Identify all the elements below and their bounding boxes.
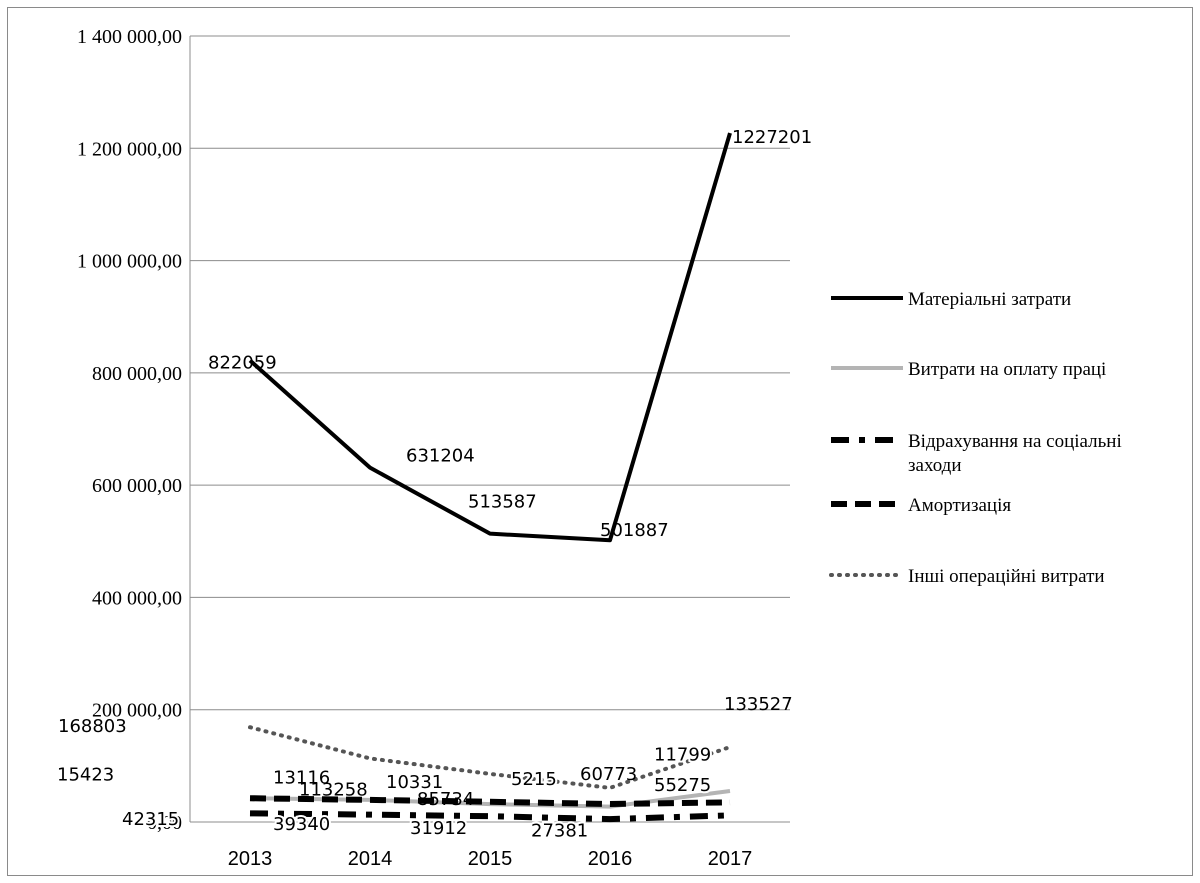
data-label: 60773 [580,764,637,785]
x-tick-label: 2016 [588,848,633,870]
data-label: 85734 [417,789,474,810]
series-line-0 [248,132,732,543]
x-tick-label: 2014 [348,848,393,870]
y-tick-label: 0,00 [147,812,182,834]
series-line-4 [248,725,732,790]
data-label: 15423 [57,764,114,785]
data-labels: 822059 631204 513587 501887 1227201 42315 3934… [55,127,812,844]
x-tick-label: 2017 [708,848,753,870]
data-label: 10331 [386,772,443,793]
chart-frame [7,7,1193,876]
y-tick-label: 1 000 000,00 [77,251,182,273]
x-tick-label: 2015 [468,848,513,870]
data-label: 133527 [724,694,793,715]
y-tick-label: 1 400 000,00 [77,26,182,48]
data-label: 113258 [299,779,368,800]
data-label: 5215 [511,769,557,790]
data-label: 631204 [406,446,475,467]
y-tick-label: 400 000,00 [92,587,182,609]
x-tick-label: 2013 [228,848,273,870]
data-label: 1227201 [732,127,812,148]
data-label: 513587 [468,492,537,513]
series-lines [248,132,732,823]
data-label: 39340 [273,814,330,835]
axes: 0,00 200 000,00 400 000,00 600 000,00 800 00… [77,26,790,870]
series-line-2 [249,810,731,823]
y-tick-label: 1 200 000,00 [77,138,182,160]
y-tick-label: 800 000,00 [92,363,182,385]
data-label: 501887 [600,520,669,541]
data-label: 31912 [410,818,467,839]
legend-label: Амортизація [908,495,1011,516]
y-tick-label: 600 000,00 [92,475,182,497]
y-tick-label: 200 000,00 [92,700,182,722]
legend-label: Витрати на оплату праці [908,359,1106,380]
legend-label: Відрахування на соціальні заходи [908,431,1122,476]
data-label: 168803 [58,716,127,737]
data-label: 13116 [273,768,330,789]
series-line-3 [249,795,731,808]
data-label: 55275 [654,775,711,796]
data-label: 27381 [531,821,588,842]
data-label: 11799 [654,744,711,765]
legend-label: Інші операційні витрати [908,566,1105,587]
data-label: 42315 [122,809,179,830]
legend: Матеріальні затрати Витрати на оплату пра… [829,289,1122,587]
gridlines [190,35,790,823]
data-label: 822059 [208,352,277,373]
legend-label: Матеріальні затрати [908,289,1071,310]
